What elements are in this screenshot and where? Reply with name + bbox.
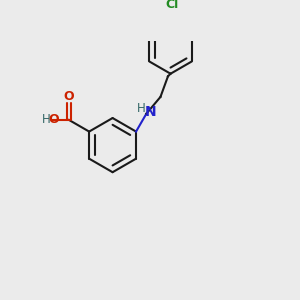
Text: O: O	[48, 113, 59, 126]
Text: H: H	[137, 101, 146, 115]
Text: H: H	[42, 113, 51, 126]
Text: N: N	[144, 105, 156, 119]
Text: Cl: Cl	[165, 0, 178, 11]
Text: O: O	[64, 90, 74, 103]
